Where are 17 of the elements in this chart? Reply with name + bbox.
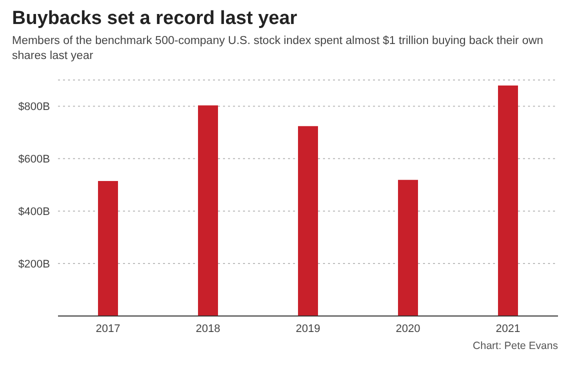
- bar: [198, 105, 218, 316]
- x-tick-label: 2017: [96, 322, 120, 335]
- x-tick-label: 2018: [196, 322, 220, 335]
- chart-subtitle: Members of the benchmark 500-company U.S. stock index spent almost $1 trillion buying back their own shares last year: [12, 34, 544, 64]
- y-tick-label: $800B: [18, 101, 50, 114]
- x-tick-label: 2019: [296, 322, 320, 335]
- x-tick-label: 2021: [496, 322, 520, 335]
- bar: [398, 180, 418, 316]
- text: Chart: Pete Evans: [472, 340, 558, 352]
- bar: [98, 180, 118, 316]
- y-tick-label: $400B: [18, 206, 50, 218]
- y-tick-label: $600B: [18, 154, 50, 166]
- x-tick-label: 2020: [396, 322, 420, 335]
- chart-title: Buybacks set a record last year: [12, 8, 298, 30]
- bar: [498, 86, 518, 316]
- y-tick-label: $200B: [18, 258, 50, 270]
- bar: [298, 126, 318, 316]
